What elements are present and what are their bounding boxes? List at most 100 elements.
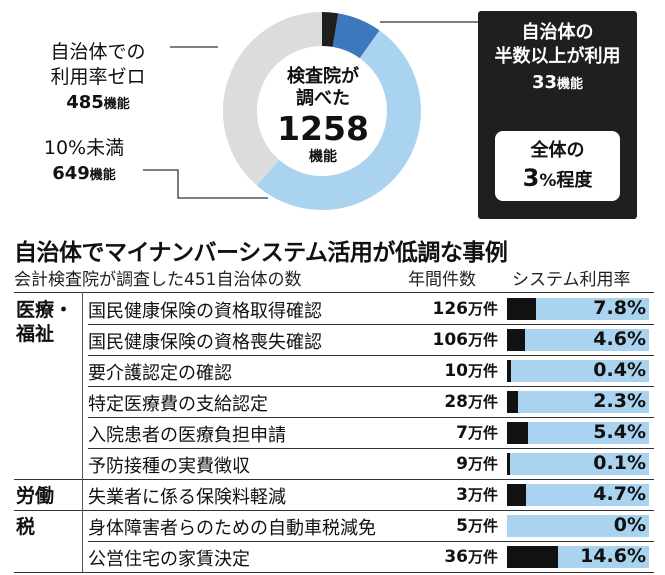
row-count-value: 106: [432, 330, 468, 350]
majority-unit: 機能: [557, 77, 584, 92]
row-count-unit: 万件: [467, 393, 498, 411]
bar-track: [507, 329, 649, 351]
donut-slice-mid: [331, 13, 380, 59]
majority-box: 自治体の 半数以上が利用 33機能 全体の 3%程度: [478, 11, 637, 219]
table-row: 予防接種の実費徴収 9万件 0.1%: [0, 449, 665, 479]
table-row: 特定医療費の支給認定 28万件 2.3%: [0, 387, 665, 417]
bar-value-label: 0.1%: [593, 452, 646, 474]
row-count: 9万件: [390, 453, 498, 474]
row-count-unit: 万件: [467, 424, 498, 442]
row-count: 28万件: [390, 391, 498, 412]
table-row: 身体障害者らのための自動車税減免 5万件 0%: [0, 511, 665, 541]
center-line1: 検査院が: [287, 66, 359, 87]
bar-fill: [507, 329, 525, 351]
bar-fill: [507, 484, 526, 506]
row-name: 公営住宅の家賃決定: [88, 549, 250, 570]
category-label: 税: [16, 515, 35, 539]
row-rule: [88, 324, 654, 325]
row-count: 36万件: [390, 546, 498, 567]
category-line1: 税: [16, 516, 36, 538]
majority-label-line1: 自治体の: [521, 22, 594, 43]
bar-fill: [507, 422, 528, 444]
row-count-value: 10: [444, 361, 468, 381]
row-count-value: 126: [432, 299, 468, 319]
majority-label-line2: 半数以上が利用: [494, 46, 621, 67]
bar-value-label: 4.6%: [593, 328, 646, 350]
bar-track: [507, 484, 649, 506]
category-divider: [82, 292, 83, 572]
row-count: 10万件: [390, 360, 498, 381]
table-row: 入院患者の医療負担申請 7万件 5.4%: [0, 418, 665, 448]
bar-value-label: 2.3%: [593, 390, 646, 412]
bar-fill: [507, 546, 558, 568]
row-count-unit: 万件: [467, 300, 498, 318]
row-count-unit: 万件: [467, 331, 498, 349]
bar-fill: [507, 453, 510, 475]
category-line1: 労働: [16, 485, 55, 507]
callout-number: 3: [522, 164, 540, 192]
callout-box: 全体の 3%程度: [495, 131, 620, 201]
row-count-value: 5: [456, 516, 468, 536]
under10-label: 10%未満: [43, 137, 125, 159]
bar-track: [507, 422, 649, 444]
bar-value-label: 0.4%: [593, 359, 646, 381]
row-name: 予防接種の実費徴収: [88, 456, 250, 477]
row-count: 5万件: [390, 515, 498, 536]
row-name: 身体障害者らのための自動車税減免: [88, 518, 376, 539]
row-count-value: 36: [444, 547, 468, 567]
row-count-value: 9: [456, 454, 468, 474]
under10-value: 649: [52, 163, 90, 184]
donut-slice-majority: [321, 12, 339, 47]
category-line1: 医療・: [16, 299, 74, 321]
bar-track: [507, 391, 649, 413]
row-name: 国民健康保険の資格喪失確認: [88, 332, 322, 353]
table-row: 要介護認定の確認 10万件 0.4%: [0, 356, 665, 386]
bar-track: [507, 515, 649, 537]
bar-fill: [507, 391, 518, 413]
callout-line1: 全体の: [530, 140, 585, 161]
zero-unit: 機能: [103, 97, 130, 112]
row-rule: [88, 448, 654, 449]
donut-slice-zero: [223, 12, 323, 186]
column-header-rate: システム利用率: [512, 270, 631, 290]
donut-slices: [223, 12, 421, 210]
callout-rest: 程度: [556, 170, 593, 191]
row-name: 入院患者の医療負担申請: [88, 425, 286, 446]
table-top-rule: [14, 292, 654, 293]
bar-value-label: 5.4%: [593, 421, 646, 443]
row-rule: [88, 417, 654, 418]
bar-value-label: 0%: [613, 514, 646, 536]
row-count: 3万件: [390, 484, 498, 505]
bar-fill: [507, 298, 536, 320]
category-line2: 福祉: [16, 323, 55, 345]
category-rule: [14, 479, 654, 480]
row-count-value: 3: [456, 485, 468, 505]
bar-fill: [507, 360, 511, 382]
bar-track: [507, 360, 649, 382]
legend-zero: 自治体での 利用率ゼロ 485機能: [28, 40, 168, 117]
zero-label-line2: 利用率ゼロ: [50, 66, 146, 88]
row-count-unit: 万件: [467, 548, 498, 566]
category-label: 労働: [16, 484, 54, 508]
table-subtitle: 会計検査院が調査した451自治体の数: [14, 270, 302, 290]
row-count: 106万件: [390, 329, 498, 350]
row-count-unit: 万件: [467, 486, 498, 504]
table-row: 国民健康保険の資格取得確認 126万件 7.8%: [0, 294, 665, 324]
center-line2: 調べた: [296, 88, 350, 109]
row-name: 国民健康保険の資格取得確認: [88, 301, 322, 322]
row-count-unit: 万件: [467, 455, 498, 473]
bar-value-label: 7.8%: [593, 297, 646, 319]
table-title: 自治体でマイナンバーシステム活用が低調な事例: [14, 240, 508, 266]
row-rule: [88, 541, 654, 542]
row-count: 126万件: [390, 298, 498, 319]
row-count-unit: 万件: [467, 517, 498, 535]
zero-value: 485: [66, 92, 104, 113]
bar-value-label: 14.6%: [580, 545, 646, 567]
row-name: 失業者に係る保険料軽減: [88, 487, 286, 508]
center-total: 1258: [277, 109, 369, 148]
row-count-value: 7: [456, 423, 468, 443]
row-count-value: 28: [444, 392, 468, 412]
majority-value: 33: [531, 72, 558, 93]
bar-value-label: 4.7%: [593, 483, 646, 505]
row-name: 要介護認定の確認: [88, 363, 232, 384]
